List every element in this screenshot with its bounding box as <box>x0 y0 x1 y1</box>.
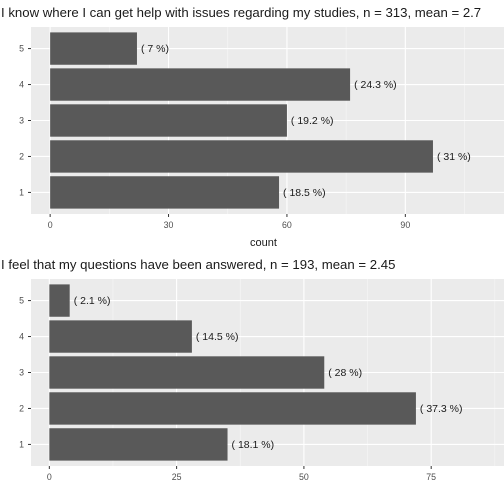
chart-2-y-tick-label: 5 <box>19 296 24 306</box>
chart-1-y-tick-label: 5 <box>19 44 24 54</box>
chart-1-x-tick-label: 30 <box>164 220 174 230</box>
chart-2-x-tick-label: 50 <box>299 472 309 482</box>
chart-2-data-label: ( 18.1 %) <box>232 439 275 451</box>
chart-2-y-tick-label: 1 <box>19 439 24 449</box>
chart-2-data-label: ( 14.5 %) <box>196 331 239 343</box>
chart-1-y-tick-label: 2 <box>19 151 24 161</box>
chart-1-bar <box>50 32 137 65</box>
chart-2-y-tick-label: 3 <box>19 368 24 378</box>
chart-2-data-label: ( 37.3 %) <box>420 403 463 415</box>
chart-1-data-label: ( 31 %) <box>437 151 471 163</box>
chart-2-bar <box>49 428 228 461</box>
chart-2-y-tick-label: 2 <box>19 403 24 413</box>
chart-1-x-tick-label: 60 <box>282 220 292 230</box>
chart-2-data-label: ( 28 %) <box>328 367 362 379</box>
chart-1-x-tick-label: 0 <box>48 220 53 230</box>
chart-1-data-label: ( 19.2 %) <box>291 115 334 127</box>
chart-2-x-tick-label: 0 <box>47 472 52 482</box>
chart-1-y-tick-label: 4 <box>19 80 24 90</box>
chart-2-bar <box>49 392 416 425</box>
chart-2-bar <box>49 284 70 317</box>
chart-1-data-label: ( 24.3 %) <box>354 79 397 91</box>
chart-1-x-tick-label: 90 <box>400 220 410 230</box>
chart-2-x-tick-label: 25 <box>172 472 182 482</box>
chart-2-bar <box>49 356 325 389</box>
chart-1-data-label: ( 18.5 %) <box>283 187 326 199</box>
chart-2-x-tick-label: 75 <box>426 472 436 482</box>
chart-1-data-label: ( 7 %) <box>141 43 169 55</box>
chart-1-y-tick-label: 1 <box>19 187 24 197</box>
chart-2-data-label: ( 2.1 %) <box>74 295 111 307</box>
chart-1-bar <box>50 68 351 101</box>
chart-1-bar <box>50 140 433 173</box>
chart-2-bar <box>49 320 192 353</box>
chart-2-y-tick-label: 4 <box>19 332 24 342</box>
chart-1-bar <box>50 176 280 209</box>
chart-1-y-tick-label: 3 <box>19 116 24 126</box>
chart-2-title: I feel that my questions have been answe… <box>1 257 396 272</box>
chart-1-x-axis-label: count <box>250 237 277 249</box>
chart-1-bar <box>50 104 287 137</box>
chart-1-title: I know where I can get help with issues … <box>1 5 482 20</box>
